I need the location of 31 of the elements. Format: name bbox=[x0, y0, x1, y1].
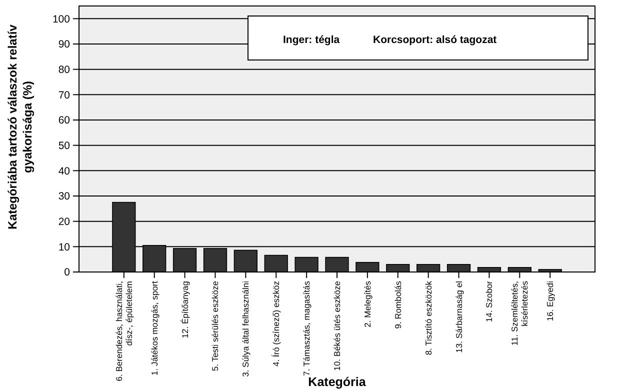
x-tick-label: 2. Melegítés bbox=[362, 281, 372, 328]
caption-box: Inger: tégla Korcsoport: alsó tagozat bbox=[248, 16, 588, 60]
y-tick-label: 90 bbox=[58, 38, 70, 51]
x-tick-label: 6. Berendezés, használati, dísz-, épületelem bbox=[114, 281, 134, 382]
y-tick-label: 70 bbox=[58, 89, 70, 102]
x-axis-title: Kategória bbox=[308, 375, 367, 389]
x-tick-label: 9. Rombolás bbox=[392, 281, 403, 329]
x-tick-label: 4. Író (színező) eszköz bbox=[271, 281, 282, 367]
y-tick-label: 30 bbox=[58, 190, 70, 203]
y-tick-label: 40 bbox=[58, 165, 70, 178]
x-tick-label: 16. Egyedi bbox=[545, 280, 556, 322]
annotation: Inger: tégla bbox=[283, 34, 340, 46]
y-tick-label: 0 bbox=[64, 266, 70, 279]
y-tick-label: 60 bbox=[58, 114, 70, 127]
x-tick-label: 11. Szemléltetés, kísérletezés bbox=[510, 281, 530, 346]
y-axis-title: Kategóriába tartozó válaszok relatív gyakorisága (%) bbox=[6, 24, 34, 230]
annotation: Korcsoport: alsó tagozat bbox=[373, 34, 498, 46]
x-tick-label: 12. Építőanyag bbox=[180, 280, 190, 338]
y-tick-label: 100 bbox=[52, 13, 70, 26]
y-tick-label: 10 bbox=[58, 241, 70, 254]
x-tick-label: 14. Szobor bbox=[484, 280, 494, 322]
x-tick-label: 1. Játékos mozgás, sport bbox=[149, 280, 160, 376]
y-tick-label: 80 bbox=[58, 64, 70, 76]
x-tick-label: 7. Támasztás, magasítás bbox=[302, 281, 312, 376]
x-tick-label: 8. Tisztító eszközök bbox=[423, 280, 434, 356]
x-tick-label: 10. Békés ütés eszköze bbox=[332, 280, 342, 371]
x-tick-label: 3. Súlya által felhasználni bbox=[240, 280, 251, 377]
x-tick-label: 5. Testi sérülés eszköze bbox=[210, 280, 220, 372]
y-tick-label: 20 bbox=[58, 216, 70, 228]
y-tick-label: 50 bbox=[58, 140, 70, 152]
x-tick-label: 13. Sárbarnaság el bbox=[454, 280, 464, 353]
